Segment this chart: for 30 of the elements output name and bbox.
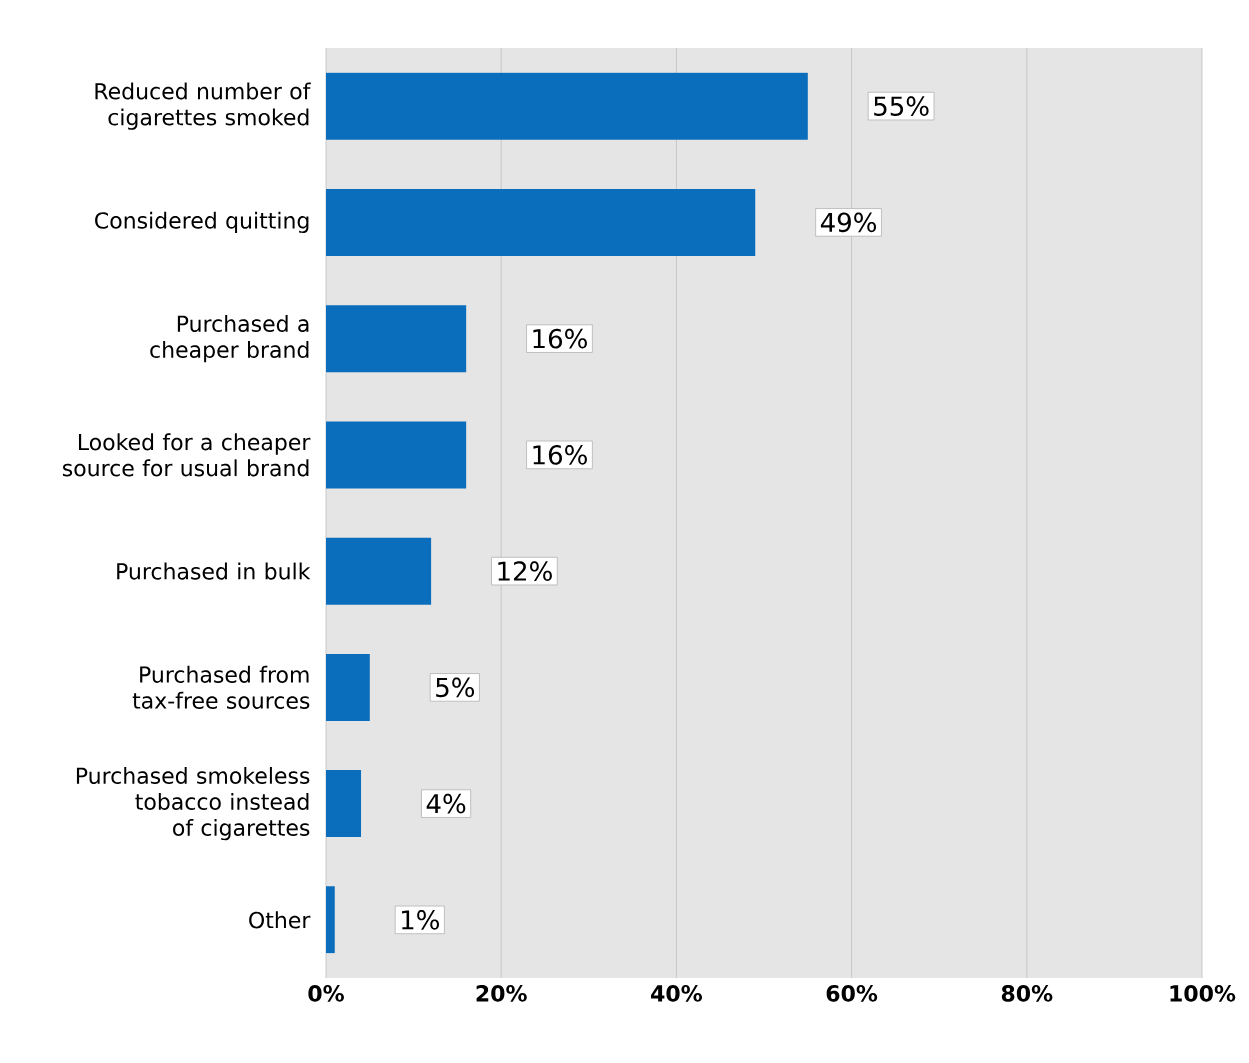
x-tick-label: 40% (651, 985, 703, 1002)
data-label: 16% (533, 328, 587, 349)
y-tick-label: Reduced number of cigarettes smoked (95, 82, 311, 130)
y-tick-label: Purchased a cheaper brand (150, 314, 309, 363)
bar (326, 653, 370, 721)
data-label: 12% (498, 561, 552, 581)
bar (326, 72, 808, 140)
bar (326, 770, 362, 838)
bar (326, 886, 335, 954)
data-label: 49% (820, 212, 876, 233)
x-tick-label: 60% (826, 985, 878, 1002)
bar (326, 305, 467, 373)
bar (326, 537, 432, 605)
x-tick-label: 0% (308, 985, 344, 1002)
y-tick-label: Purchased in bulk (117, 562, 311, 580)
data-label: 55% (874, 96, 929, 116)
y-tick-label: Purchased smokeless tobacco instead of cigarettes (76, 766, 310, 841)
x-tick-label: 100% (1170, 985, 1236, 1002)
bar (326, 421, 467, 489)
data-label: 5% (436, 677, 475, 698)
data-label: 1% (402, 910, 439, 930)
x-tick-label: 80% (1001, 985, 1053, 1002)
y-tick-label: Purchased from tax-free sources (132, 665, 310, 709)
y-tick-label: Looked for a cheaper source for usual brand (62, 433, 311, 477)
data-label: 16% (533, 445, 587, 465)
y-tick-label: Other (249, 911, 311, 929)
y-tick-label: Considered quitting (95, 211, 309, 234)
x-tick-label: 20% (476, 985, 527, 1002)
bar (326, 188, 756, 256)
data-label: 4% (426, 793, 466, 814)
